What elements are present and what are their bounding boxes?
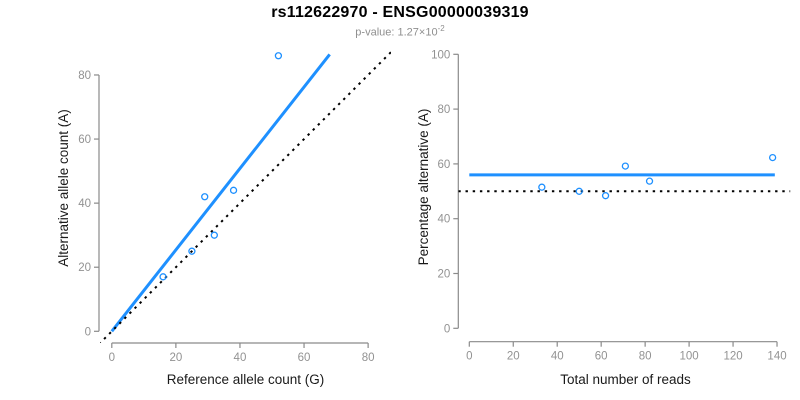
y-tick-label: 80 [438, 104, 451, 116]
y-tick-label: 80 [78, 70, 91, 82]
x-tick-label: 80 [639, 351, 652, 363]
x-tick-label: 20 [169, 352, 182, 364]
pvalue-exponent: -2 [437, 24, 445, 33]
x-axis-label: Total number of reads [560, 372, 691, 387]
y-tick-label: 40 [78, 198, 91, 210]
data-point [159, 273, 167, 281]
data-point [768, 153, 777, 162]
data-point [188, 247, 196, 255]
y-tick-label: 0 [444, 323, 450, 335]
pvalue-mantissa: 1.27×10 [397, 26, 438, 39]
data-point [575, 187, 583, 195]
data-point [229, 186, 238, 194]
data-point [645, 177, 654, 185]
y-tick-label: 0 [85, 326, 91, 338]
data-point [210, 231, 218, 239]
x-tick-label: 40 [551, 351, 564, 363]
x-tick-label: 40 [234, 352, 247, 364]
reads-percentage-plot: 0 20 40 60 80 100 120 140 0 20 40 60 80 100 Total numb… [416, 49, 791, 387]
y-tick-label: 40 [438, 214, 451, 226]
allele-count-plot: 0 20 40 60 80 0 20 40 60 80 Reference allele count… [56, 50, 391, 387]
x-axis-label: Reference allele count (G) [167, 372, 325, 387]
identity-line [100, 50, 391, 343]
x-tick-label: 20 [507, 351, 520, 363]
data-point [201, 193, 209, 201]
y-tick-label: 60 [438, 159, 451, 171]
y-axis-label: Percentage alternative (A) [416, 109, 431, 266]
y-tick-label: 100 [431, 49, 450, 61]
x-tick-label: 0 [109, 352, 115, 364]
y-tick-label: 20 [438, 269, 451, 281]
x-tick-label: 0 [466, 351, 472, 363]
x-tick-label: 60 [298, 352, 311, 364]
x-tick-label: 60 [595, 351, 608, 363]
data-point [621, 162, 630, 170]
data-point [274, 52, 283, 60]
y-axis-label: Alternative allele count (A) [56, 109, 71, 267]
y-tick-label: 60 [78, 134, 91, 146]
data-point [538, 183, 546, 191]
plot-title: rs112622970 - ENSG00000039319 [271, 4, 529, 21]
x-tick-label: 100 [680, 351, 699, 363]
y-tick-label: 20 [78, 262, 91, 274]
x-tick-label: 140 [767, 351, 786, 363]
fit-line [110, 53, 331, 333]
data-point [601, 192, 610, 200]
plot-subtitle: p-value: 1.27×10-2 [0, 24, 800, 39]
x-tick-label: 120 [723, 351, 742, 363]
pvalue-prefix: p-value: [355, 26, 398, 39]
x-tick-label: 80 [362, 352, 375, 364]
